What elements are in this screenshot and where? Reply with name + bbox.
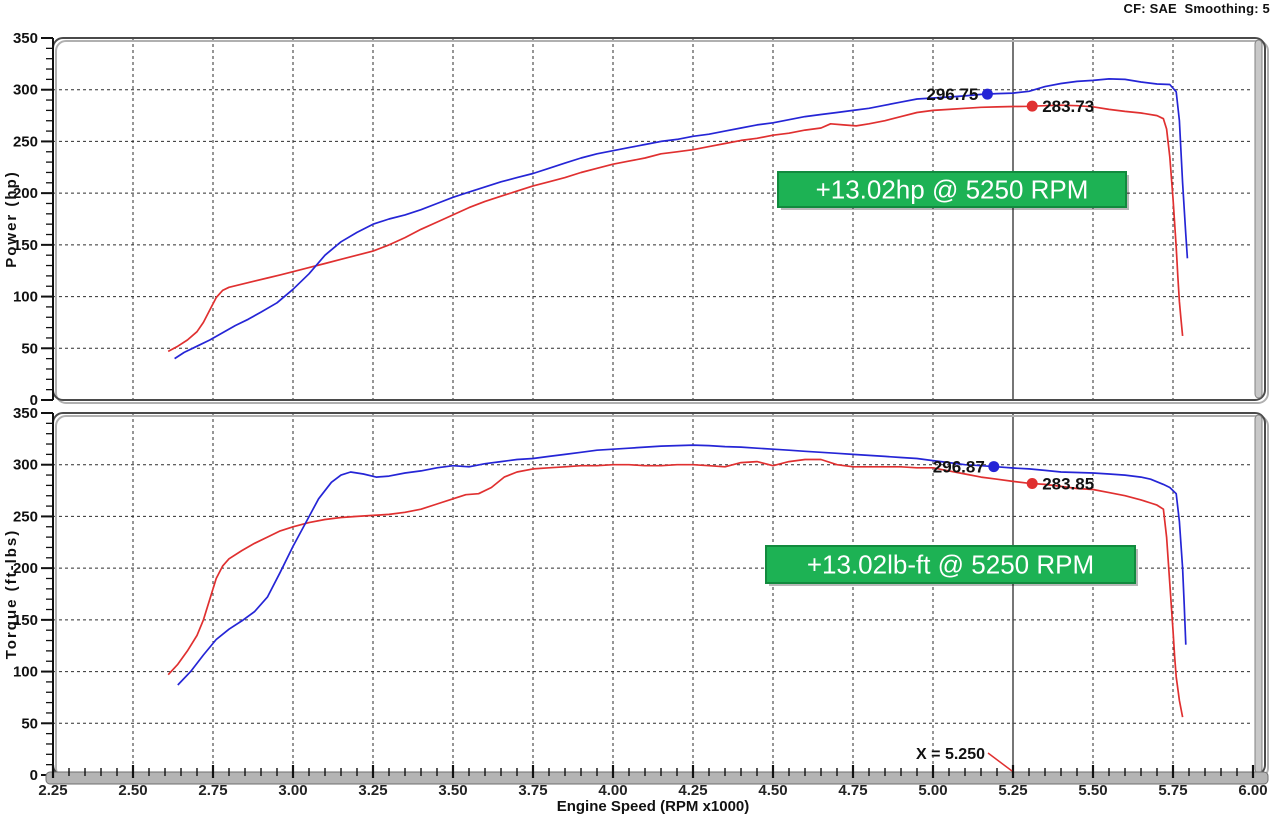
power-marker-red-dot	[1026, 100, 1038, 112]
power-y-tick-label: 250	[13, 133, 38, 150]
x-tick-label: 5.00	[918, 782, 947, 799]
torque-curve-red	[167, 458, 1184, 718]
torque-y-tick-label: 100	[13, 664, 38, 681]
torque-plot-area[interactable]	[53, 413, 1253, 775]
torque-y-tick-label: 150	[13, 612, 38, 629]
power-y-tick-label: 200	[13, 185, 38, 202]
power-axis-title: Power (hp)	[3, 170, 20, 268]
x-tick-label: 4.50	[758, 782, 787, 799]
torque-cursor-value-blue: 296.87	[933, 458, 985, 477]
torque-y-tick-label: 0	[30, 767, 38, 784]
power-plot-area[interactable]	[53, 38, 1253, 400]
power-curve-blue	[174, 78, 1189, 360]
torque-delta-callout	[765, 545, 1136, 584]
x-tick-label: 5.75	[1158, 782, 1187, 799]
correction-factor-label: CF: SAE Smoothing: 5	[1123, 1, 1270, 16]
power-gridlines	[53, 38, 1253, 400]
x-axis: 2.25 2.50 2.75 3.00 3.25 3.50 3.75 4.00 4.25 4.50…	[38, 746, 1269, 815]
x-tick-label: 3.75	[518, 782, 547, 799]
x-tick-label: 2.50	[118, 782, 147, 799]
torque-gridlines	[53, 413, 1253, 775]
power-delta-callout-text: +13.02hp @ 5250 RPM	[816, 175, 1089, 205]
torque-marker-red-dot	[1026, 478, 1038, 490]
x-tick-label: 4.75	[838, 782, 867, 799]
x-tick-label: 3.50	[438, 782, 467, 799]
x-tick-label: 6.00	[1238, 782, 1267, 799]
torque-y-tick-label: 300	[13, 457, 38, 474]
power-frame-shadow	[55, 40, 1269, 404]
x-tick-label: 3.25	[358, 782, 387, 799]
power-delta-callout	[777, 171, 1127, 208]
power-y-tick-label: 350	[13, 30, 38, 47]
power-y-tick-label: 50	[21, 340, 38, 357]
power-frame-right-bar	[1254, 39, 1263, 399]
cursor-x-label: X = 5.250	[916, 746, 985, 763]
power-y-tick-label: 150	[13, 237, 38, 254]
torque-curve-blue	[177, 444, 1187, 686]
x-tick-label: 4.25	[678, 782, 707, 799]
x-tick-label: 4.00	[598, 782, 627, 799]
x-tick-label: 5.25	[998, 782, 1027, 799]
torque-y-tick-label: 200	[13, 560, 38, 577]
power-marker-blue-dot	[981, 88, 993, 100]
torque-marker-blue-dot	[988, 461, 1000, 473]
x-tick-label: 5.50	[1078, 782, 1107, 799]
torque-axis-title: Torque (ft-lbs)	[3, 529, 20, 660]
x-tick-label: 2.75	[198, 782, 227, 799]
x-axis-bar	[45, 771, 1269, 785]
x-tick-label: 3.00	[278, 782, 307, 799]
power-chart: +13.02hp @ 5250 RPM 296.75 283.73 0 50 100 150…	[3, 30, 1269, 409]
torque-chart: +13.02lb-ft @ 5250 RPM 296.87 283.85 0 50 100…	[3, 405, 1269, 784]
torque-y-tick-label: 350	[13, 405, 38, 422]
power-y-tick-label: 100	[13, 289, 38, 306]
torque-y-tick-label: 250	[13, 508, 38, 525]
x-axis-title: Engine Speed (RPM x1000)	[557, 798, 750, 815]
power-cursor-value-red: 283.73	[1042, 97, 1094, 116]
power-y-axis: 0 50 100 150 200 250 300 350	[13, 30, 54, 409]
x-tick-label: 2.25	[38, 782, 67, 799]
torque-y-axis: 0 50 100 150 200 250 300 350	[13, 405, 54, 784]
torque-frame-right-bar	[1254, 414, 1263, 774]
power-cursor-value-blue: 296.75	[926, 85, 978, 104]
torque-cursor-value-red: 283.85	[1042, 475, 1094, 494]
power-y-tick-label: 300	[13, 82, 38, 99]
torque-y-tick-label: 50	[21, 715, 38, 732]
power-curve-red	[167, 104, 1184, 353]
cursor-leader-line	[987, 752, 1013, 772]
power-y-tick-label: 0	[30, 392, 38, 409]
torque-delta-callout-text: +13.02lb-ft @ 5250 RPM	[807, 550, 1094, 580]
